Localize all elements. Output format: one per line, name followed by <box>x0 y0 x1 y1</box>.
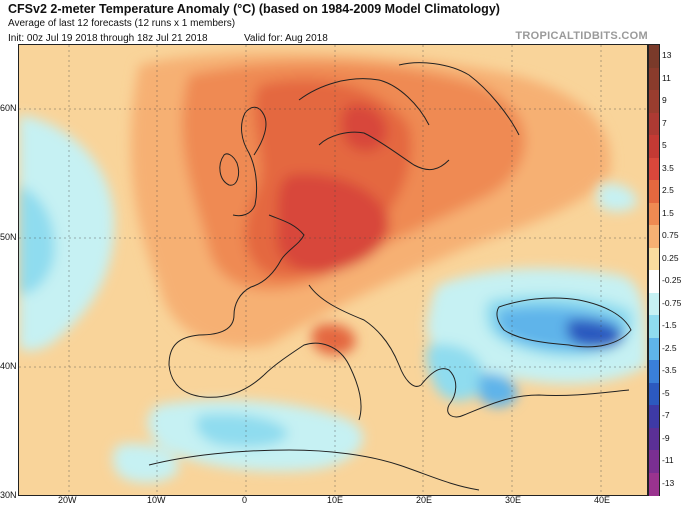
colorbar-label: 11 <box>662 72 671 83</box>
lon-label-0: 0 <box>242 495 248 505</box>
valid-text: Valid for: Aug 2018 <box>244 33 328 44</box>
lon-label-30e: 30E <box>505 495 522 505</box>
colorbar <box>648 44 660 496</box>
lat-label-30n: 30N <box>0 490 17 500</box>
colorbar-label: -1.5 <box>662 320 677 331</box>
init-text: Init: 00z Jul 19 2018 through 18z Jul 21… <box>8 33 208 44</box>
warm-anomaly-field <box>130 52 611 356</box>
lon-label-10e: 10E <box>327 495 344 505</box>
colorbar-segment <box>649 292 659 316</box>
colorbar-segment <box>649 45 659 68</box>
anomaly-map <box>18 44 648 496</box>
colorbar-segment <box>649 112 659 136</box>
lon-label-20w: 20W <box>58 495 77 505</box>
colorbar-segment <box>649 135 659 158</box>
colorbar-label: 2.5 <box>662 185 674 196</box>
colorbar-segment <box>649 382 659 406</box>
map-canvas <box>19 45 647 495</box>
colorbar-label: 5 <box>662 140 667 151</box>
colorbar-segment <box>649 450 659 473</box>
colorbar-segment <box>649 202 659 226</box>
colorbar-segment <box>649 427 659 451</box>
lon-label-10w: 10W <box>147 495 166 505</box>
colorbar-label: -11 <box>662 455 674 466</box>
colorbar-label: -0.75 <box>662 297 682 308</box>
colorbar-label: -13 <box>662 477 675 488</box>
map-title: CFSv2 2-meter Temperature Anomaly (°C) (… <box>8 2 500 16</box>
colorbar-label: 0.25 <box>662 252 679 263</box>
colorbar-label: -0.25 <box>662 275 682 286</box>
lon-label-40e: 40E <box>594 495 611 505</box>
colorbar-label: -2.5 <box>662 342 677 353</box>
coastlines <box>148 62 632 491</box>
lat-label-50n: 50N <box>0 232 17 242</box>
colorbar-label: 0.75 <box>662 230 679 241</box>
colorbar-label: -3.5 <box>662 365 677 376</box>
colorbar-label: -9 <box>662 432 670 443</box>
colorbar-segment <box>649 157 659 181</box>
colorbar-segment <box>649 225 659 248</box>
colorbar-segment <box>649 90 659 113</box>
colorbar-segment <box>649 270 659 293</box>
colorbar-segment <box>649 360 659 383</box>
colorbar-segment <box>649 472 659 496</box>
brand-logo: TROPICALTIDBITS.COM <box>515 30 648 42</box>
colorbar-label: 3.5 <box>662 162 674 173</box>
graticule <box>19 45 647 495</box>
colorbar-segment <box>649 405 659 428</box>
colorbar-label: 1.5 <box>662 207 674 218</box>
colorbar-segment <box>649 180 659 203</box>
colorbar-segment <box>649 247 659 271</box>
lat-label-40n: 40N <box>0 361 17 371</box>
colorbar-segment <box>649 337 659 361</box>
colorbar-segment <box>649 67 659 91</box>
colorbar-label: -5 <box>662 387 670 398</box>
map-subtitle: Average of last 12 forecasts (12 runs x … <box>8 18 236 29</box>
lon-label-20e: 20E <box>416 495 433 505</box>
lat-label-60n: 60N <box>0 103 17 113</box>
colorbar-label: 7 <box>662 117 667 128</box>
cool-anomaly-field <box>19 115 647 483</box>
colorbar-label: -7 <box>662 410 670 421</box>
colorbar-label: 13 <box>662 50 672 61</box>
colorbar-segment <box>649 315 659 338</box>
colorbar-label: 9 <box>662 95 667 106</box>
